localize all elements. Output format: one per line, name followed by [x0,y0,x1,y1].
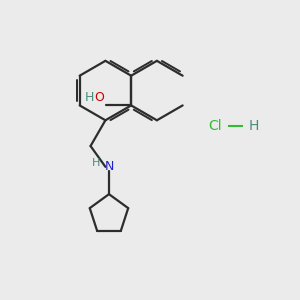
Text: H: H [249,119,259,133]
Text: H: H [85,91,94,104]
Text: O: O [94,91,104,104]
Text: N: N [104,160,114,173]
Text: H: H [92,158,100,168]
Text: Cl: Cl [208,119,222,133]
